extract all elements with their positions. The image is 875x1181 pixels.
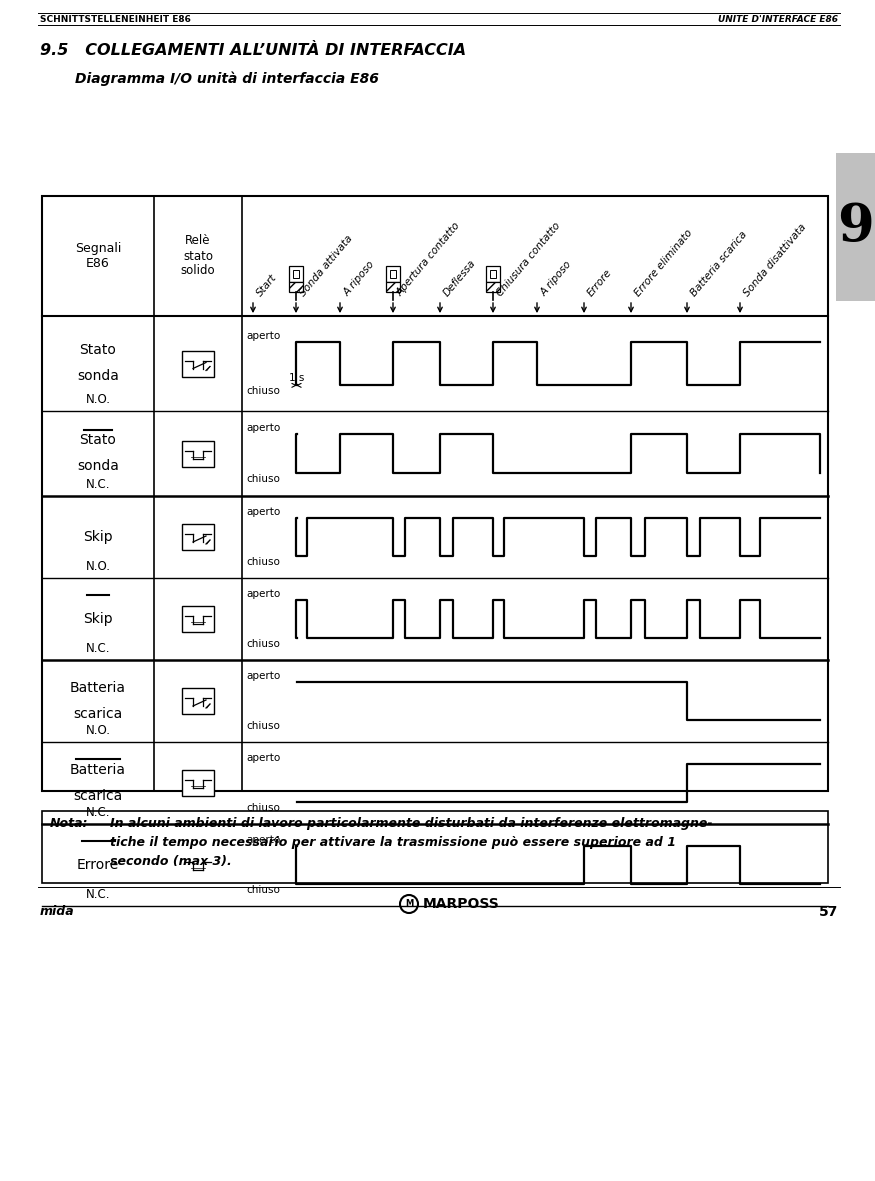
Text: N.C.: N.C. — [86, 805, 110, 818]
Text: M: M — [405, 900, 413, 908]
Text: secondo (max 3).: secondo (max 3). — [110, 855, 232, 868]
Bar — [386, 282, 400, 292]
Text: SCHNITTSTELLENEINHEIT E86: SCHNITTSTELLENEINHEIT E86 — [40, 14, 191, 24]
Text: Sonda attivata: Sonda attivata — [298, 233, 354, 298]
Text: chiuso: chiuso — [246, 639, 280, 648]
Bar — [836, 154, 875, 301]
Text: N.O.: N.O. — [86, 560, 110, 573]
Text: Nota:: Nota: — [50, 817, 88, 830]
Text: Segnali
E86: Segnali E86 — [75, 242, 121, 270]
Text: Diagramma I/O unità di interfaccia E86: Diagramma I/O unità di interfaccia E86 — [75, 71, 379, 85]
Text: N.O.: N.O. — [86, 724, 110, 737]
Text: Batteria: Batteria — [70, 681, 126, 694]
Bar — [182, 852, 214, 877]
Text: UNITE D'INTERFACE E86: UNITE D'INTERFACE E86 — [718, 14, 838, 24]
Text: N.C.: N.C. — [86, 888, 110, 901]
Text: 57: 57 — [819, 905, 838, 919]
Text: A riposo: A riposo — [342, 259, 377, 298]
Text: scarica: scarica — [74, 789, 122, 803]
Text: sonda: sonda — [77, 459, 119, 474]
Text: Chiusura contatto: Chiusura contatto — [495, 220, 563, 298]
Text: aperto: aperto — [246, 423, 280, 433]
Text: sonda: sonda — [77, 370, 119, 384]
Text: A riposo: A riposo — [539, 259, 574, 298]
Text: chiuso: chiuso — [246, 720, 280, 731]
Text: MARPOSS: MARPOSS — [423, 898, 500, 911]
Bar — [42, 811, 828, 883]
Text: Deflessa: Deflessa — [442, 257, 478, 298]
Text: tiche il tempo necessario per attivare la trasmissione può essere superiore ad 1: tiche il tempo necessario per attivare l… — [110, 836, 676, 849]
Bar — [182, 689, 214, 715]
Text: Relè
stato
solido: Relè stato solido — [181, 235, 215, 278]
Text: scarica: scarica — [74, 707, 122, 720]
Text: 1 s: 1 s — [289, 373, 304, 384]
Bar — [42, 196, 828, 791]
Bar — [390, 270, 396, 278]
Bar — [289, 266, 303, 282]
Text: chiuso: chiuso — [246, 885, 280, 895]
Text: aperto: aperto — [246, 753, 280, 763]
Text: Sonda disattivata: Sonda disattivata — [742, 222, 808, 298]
Text: aperto: aperto — [246, 835, 280, 846]
Text: Errore eliminato: Errore eliminato — [633, 227, 695, 298]
Text: Skip: Skip — [83, 612, 113, 626]
Bar — [386, 266, 400, 282]
Text: mida: mida — [40, 905, 74, 918]
Bar — [486, 282, 500, 292]
Text: Stato: Stato — [80, 433, 116, 448]
Text: chiuso: chiuso — [246, 474, 280, 484]
Text: chiuso: chiuso — [246, 386, 280, 397]
Text: aperto: aperto — [246, 671, 280, 681]
Bar — [182, 351, 214, 377]
Text: Skip: Skip — [83, 530, 113, 544]
Bar — [182, 606, 214, 632]
Bar — [182, 524, 214, 550]
Bar — [293, 270, 299, 278]
Text: Errore: Errore — [586, 267, 614, 298]
Bar — [486, 266, 500, 282]
Text: 9.5   COLLEGAMENTI ALL’UNITÀ DI INTERFACCIA: 9.5 COLLEGAMENTI ALL’UNITÀ DI INTERFACCI… — [40, 43, 466, 58]
Text: N.O.: N.O. — [86, 393, 110, 406]
Text: Batteria: Batteria — [70, 763, 126, 777]
Text: Batteria scarica: Batteria scarica — [689, 229, 749, 298]
Bar — [289, 282, 303, 292]
Text: aperto: aperto — [246, 507, 280, 517]
Text: chiuso: chiuso — [246, 557, 280, 567]
Text: In alcuni ambienti di lavoro particolarmente disturbati da interferenze elettrom: In alcuni ambienti di lavoro particolarm… — [110, 817, 712, 830]
Text: aperto: aperto — [246, 331, 280, 340]
Text: Apertura contatto: Apertura contatto — [395, 221, 462, 298]
Text: N.C.: N.C. — [86, 642, 110, 655]
Text: Start: Start — [255, 272, 279, 298]
Text: aperto: aperto — [246, 589, 280, 599]
Text: chiuso: chiuso — [246, 803, 280, 813]
Bar — [182, 770, 214, 796]
Text: N.C.: N.C. — [86, 478, 110, 491]
Bar — [182, 441, 214, 466]
Text: Errore: Errore — [77, 859, 119, 872]
Text: 9: 9 — [836, 202, 873, 253]
Text: Stato: Stato — [80, 344, 116, 358]
Bar — [490, 270, 496, 278]
